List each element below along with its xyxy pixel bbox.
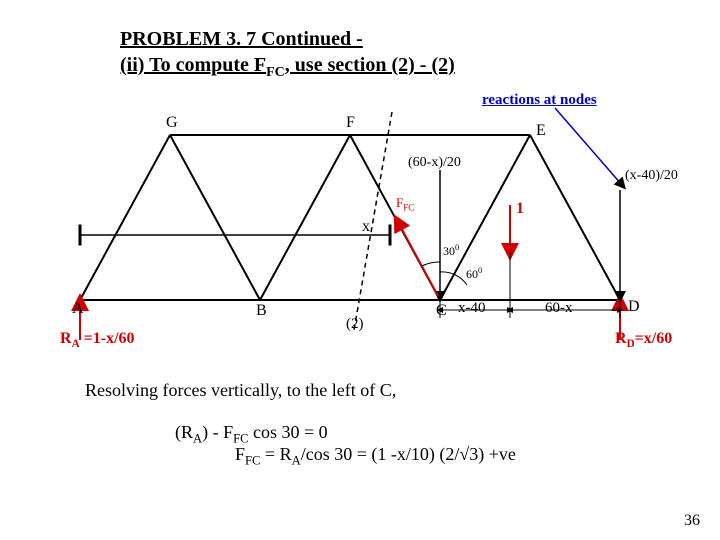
problem-title-line1: PROBLEM 3. 7 Continued - — [120, 28, 363, 51]
x-span-label: x — [362, 218, 370, 236]
angle-30-label: 300 — [443, 243, 459, 259]
span-60-x-label: 60-x — [545, 300, 573, 317]
node-c-label: C — [436, 302, 447, 320]
node-b-label: B — [256, 302, 267, 320]
unit-load-label: 1 — [516, 200, 524, 218]
equation-line-1: (RA) - FFC cos 30 = 0 — [175, 422, 328, 447]
reaction-ra-label: RA =1-x/60 — [60, 330, 135, 350]
node-g-label: G — [166, 114, 178, 132]
resolve-text: Resolving forces vertically, to the left… — [85, 380, 396, 401]
ffc-force-label: FFC — [396, 195, 414, 213]
equation-line-2: FFC = RA/cos 30 = (1 -x/10) (2/√3) +ve — [235, 444, 516, 469]
node-a-label: A — [72, 300, 84, 318]
section-marker-label: (2) — [346, 316, 364, 333]
node-d-label: D — [628, 298, 640, 316]
problem-title-line2: (ii) To compute FFC, use section (2) - (… — [120, 54, 455, 81]
node-e-label: E — [536, 122, 546, 140]
ratio-x-40-label: (x-40)/20 — [625, 168, 678, 184]
ratio-60-x-label: (60-x)/20 — [408, 155, 461, 171]
span-x-40-label: x-40 — [458, 300, 486, 317]
reaction-rd-label: RD=x/60 — [615, 330, 672, 350]
angle-60-label: 600 — [466, 266, 482, 282]
node-f-label: F — [346, 114, 355, 132]
page-number: 36 — [684, 512, 700, 530]
reactions-label: reactions at nodes — [482, 92, 597, 109]
